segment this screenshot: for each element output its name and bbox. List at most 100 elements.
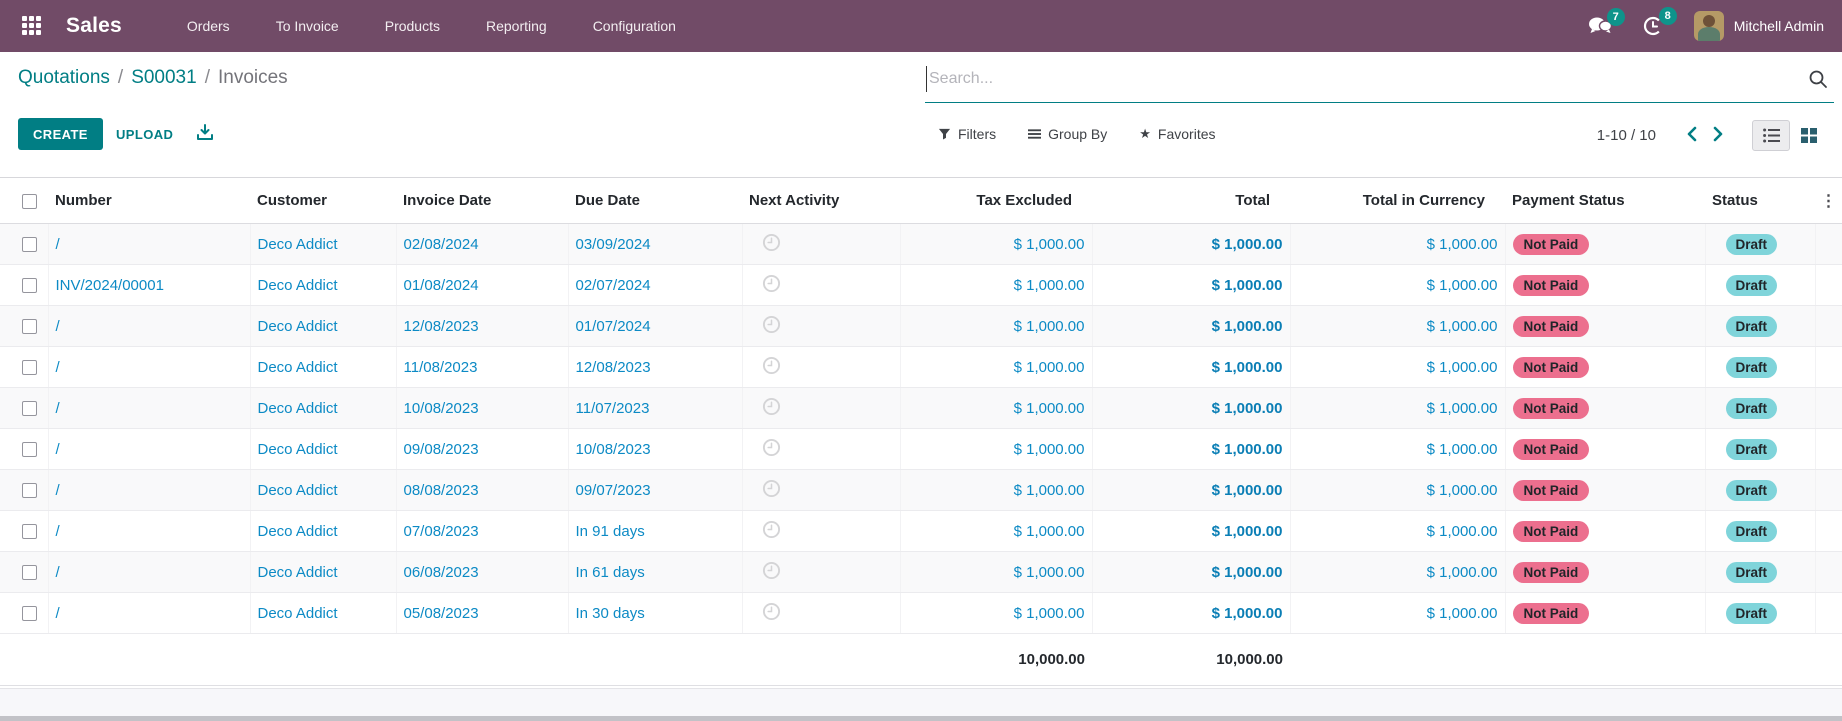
due-date-cell[interactable]: 02/07/2024 — [568, 264, 743, 306]
status-cell[interactable]: Draft — [1705, 387, 1816, 429]
invoice-number-cell[interactable]: / — [48, 469, 251, 511]
invoice-row[interactable]: INV/2024/00001 Deco Addict 01/08/2024 02… — [0, 264, 1842, 306]
due-date-cell[interactable]: 03/09/2024 — [568, 223, 743, 265]
customer-cell[interactable]: Deco Addict — [250, 510, 397, 552]
total-in-currency-cell[interactable]: $ 1,000.00 — [1290, 469, 1506, 511]
customer-cell[interactable]: Deco Addict — [250, 387, 397, 429]
due-date-cell[interactable]: In 30 days — [568, 592, 743, 634]
total-in-currency-cell[interactable]: $ 1,000.00 — [1290, 551, 1506, 593]
tax-excluded-cell[interactable]: $ 1,000.00 — [900, 346, 1093, 388]
invoice-number-cell[interactable]: / — [48, 223, 251, 265]
clock-icon[interactable] — [762, 561, 781, 584]
invoice-row[interactable]: / Deco Addict 08/08/2023 09/07/2023 $ 1,… — [0, 469, 1842, 511]
status-cell[interactable]: Draft — [1705, 469, 1816, 511]
status-cell[interactable]: Draft — [1705, 428, 1816, 470]
select-all-checkbox[interactable] — [22, 193, 37, 209]
status-cell[interactable]: Draft — [1705, 592, 1816, 634]
payment-status-cell[interactable]: Not Paid — [1505, 264, 1706, 306]
row-checkbox[interactable] — [22, 319, 37, 335]
due-date-cell[interactable]: 12/08/2023 — [568, 346, 743, 388]
header-total-in-currency[interactable]: Total in Currency — [1290, 177, 1505, 224]
row-checkbox[interactable] — [22, 401, 37, 417]
payment-status-cell[interactable]: Not Paid — [1505, 510, 1706, 552]
header-due-date[interactable]: Due Date — [568, 177, 742, 224]
menu-products[interactable]: Products — [384, 18, 440, 34]
status-cell[interactable]: Draft — [1705, 223, 1816, 265]
menu-to-invoice[interactable]: To Invoice — [275, 18, 339, 34]
total-cell[interactable]: $ 1,000.00 — [1092, 305, 1291, 347]
due-date-cell[interactable]: In 91 days — [568, 510, 743, 552]
row-checkbox[interactable] — [22, 360, 37, 376]
due-date-cell[interactable]: 09/07/2023 — [568, 469, 743, 511]
total-in-currency-cell[interactable]: $ 1,000.00 — [1290, 510, 1506, 552]
header-tax-excluded[interactable]: Tax Excluded — [900, 177, 1092, 224]
invoice-date-cell[interactable]: 12/08/2023 — [396, 305, 569, 347]
clock-icon[interactable] — [762, 356, 781, 379]
clock-icon[interactable] — [762, 520, 781, 543]
total-cell[interactable]: $ 1,000.00 — [1092, 428, 1291, 470]
clock-icon[interactable] — [762, 602, 781, 625]
clock-icon[interactable] — [762, 315, 781, 338]
payment-status-cell[interactable]: Not Paid — [1505, 223, 1706, 265]
clock-icon[interactable] — [762, 397, 781, 420]
app-title[interactable]: Sales — [66, 14, 122, 37]
favorites-button[interactable]: ★ Favorites — [1139, 126, 1216, 142]
invoice-row[interactable]: / Deco Addict 09/08/2023 10/08/2023 $ 1,… — [0, 428, 1842, 470]
row-checkbox[interactable] — [22, 524, 37, 540]
due-date-cell[interactable]: 10/08/2023 — [568, 428, 743, 470]
invoice-row[interactable]: / Deco Addict 06/08/2023 In 61 days $ 1,… — [0, 551, 1842, 593]
invoice-date-cell[interactable]: 05/08/2023 — [396, 592, 569, 634]
tax-excluded-cell[interactable]: $ 1,000.00 — [900, 469, 1093, 511]
invoice-row[interactable]: / Deco Addict 02/08/2024 03/09/2024 $ 1,… — [0, 223, 1842, 265]
upload-button[interactable]: UPLOAD — [116, 118, 173, 150]
pager-previous-icon[interactable] — [1678, 122, 1705, 149]
payment-status-cell[interactable]: Not Paid — [1505, 551, 1706, 593]
total-cell[interactable]: $ 1,000.00 — [1092, 346, 1291, 388]
row-checkbox[interactable] — [22, 237, 37, 253]
filters-button[interactable]: Filters — [938, 126, 996, 142]
tax-excluded-cell[interactable]: $ 1,000.00 — [900, 387, 1093, 429]
due-date-cell[interactable]: 11/07/2023 — [568, 387, 743, 429]
total-cell[interactable]: $ 1,000.00 — [1092, 387, 1291, 429]
total-in-currency-cell[interactable]: $ 1,000.00 — [1290, 223, 1506, 265]
invoice-number-cell[interactable]: / — [48, 510, 251, 552]
invoice-row[interactable]: / Deco Addict 10/08/2023 11/07/2023 $ 1,… — [0, 387, 1842, 429]
menu-configuration[interactable]: Configuration — [592, 18, 676, 34]
group-by-button[interactable]: Group By — [1028, 126, 1107, 142]
row-checkbox[interactable] — [22, 483, 37, 499]
customer-cell[interactable]: Deco Addict — [250, 346, 397, 388]
header-payment-status[interactable]: Payment Status — [1505, 177, 1705, 224]
header-customer[interactable]: Customer — [250, 177, 396, 224]
invoice-date-cell[interactable]: 07/08/2023 — [396, 510, 569, 552]
user-avatar[interactable] — [1693, 11, 1724, 41]
total-in-currency-cell[interactable]: $ 1,000.00 — [1290, 592, 1506, 634]
payment-status-cell[interactable]: Not Paid — [1505, 428, 1706, 470]
total-cell[interactable]: $ 1,000.00 — [1092, 469, 1291, 511]
total-in-currency-cell[interactable]: $ 1,000.00 — [1290, 346, 1506, 388]
row-checkbox[interactable] — [22, 565, 37, 581]
customer-cell[interactable]: Deco Addict — [250, 264, 397, 306]
customer-cell[interactable]: Deco Addict — [250, 551, 397, 593]
tax-excluded-cell[interactable]: $ 1,000.00 — [900, 510, 1093, 552]
status-cell[interactable]: Draft — [1705, 510, 1816, 552]
payment-status-cell[interactable]: Not Paid — [1505, 469, 1706, 511]
invoice-date-cell[interactable]: 08/08/2023 — [396, 469, 569, 511]
payment-status-cell[interactable]: Not Paid — [1505, 387, 1706, 429]
total-cell[interactable]: $ 1,000.00 — [1092, 592, 1291, 634]
tax-excluded-cell[interactable]: $ 1,000.00 — [900, 264, 1093, 306]
invoice-number-cell[interactable]: / — [48, 346, 251, 388]
clock-icon[interactable] — [762, 438, 781, 461]
download-icon[interactable] — [196, 124, 214, 145]
due-date-cell[interactable]: 01/07/2024 — [568, 305, 743, 347]
status-cell[interactable]: Draft — [1705, 346, 1816, 388]
status-cell[interactable]: Draft — [1705, 264, 1816, 306]
payment-status-cell[interactable]: Not Paid — [1505, 592, 1706, 634]
customer-cell[interactable]: Deco Addict — [250, 223, 397, 265]
invoice-date-cell[interactable]: 01/08/2024 — [396, 264, 569, 306]
invoice-number-cell[interactable]: / — [48, 551, 251, 593]
pager-next-icon[interactable] — [1705, 122, 1732, 149]
header-invoice-date[interactable]: Invoice Date — [396, 177, 568, 224]
menu-orders[interactable]: Orders — [186, 18, 230, 34]
row-checkbox[interactable] — [22, 442, 37, 458]
tax-excluded-cell[interactable]: $ 1,000.00 — [900, 551, 1093, 593]
